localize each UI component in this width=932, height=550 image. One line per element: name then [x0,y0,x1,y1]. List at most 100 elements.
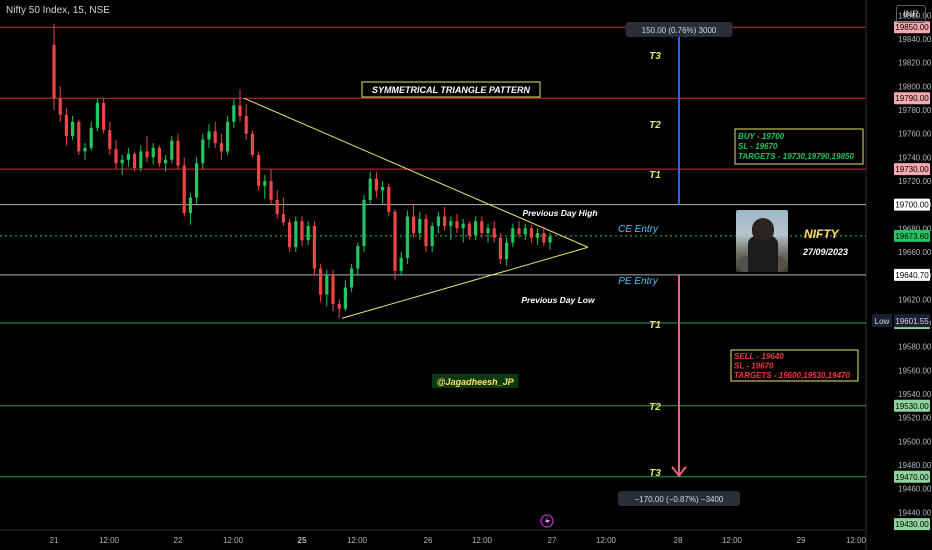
y-tick-label: 19660.00 [898,248,932,257]
candle-body [108,130,112,150]
candle-body [405,216,409,258]
candle-body [331,275,335,305]
low-marker-price-bg [894,314,930,328]
y-tick-label: 19860.00 [898,11,932,20]
candle-body [232,105,236,122]
symbol-name: NIFTY [804,227,840,241]
price-label-bg [894,21,930,34]
trader-photo [736,210,788,272]
candle-body [219,143,223,152]
candle-body [244,115,248,134]
lightning-glyph [545,516,550,526]
price-label: 19470.00 [895,473,929,482]
triangle-lower-line [341,246,589,319]
candle-body [511,228,515,243]
handle-bg [432,374,519,388]
t1-up-label: T1 [649,170,661,181]
candle-body [418,218,422,234]
x-tick-label: 28 [674,536,683,545]
y-tick-label: 19480.00 [898,461,932,470]
y-tick-label: 19820.00 [898,59,932,68]
candle-body [83,147,87,152]
candle-body [343,287,347,309]
y-tick-label: 19440.00 [898,508,932,517]
measure-up-label-bg [625,22,733,37]
candle-body [250,133,254,155]
candle-body [319,268,323,295]
candle-body [126,153,130,160]
currency-button[interactable]: INR [896,5,926,23]
sell-box-line: TARGETS - 19600,19530,19470 [734,371,850,380]
triangle-upper-line [243,97,589,248]
candle-body [145,151,149,158]
measure-down-label-bg [617,491,741,506]
event-lightning-icon [540,514,554,528]
y-tick-label: 19780.00 [898,106,932,115]
y-tick-label: 19540.00 [898,390,932,399]
measure-up-label: 150.00 (0.76%) 3000 [642,26,717,35]
buy-box [734,128,864,165]
previous-day-low-label: Previous Day Low [521,295,596,305]
candle-body [474,221,478,236]
candle-body [170,140,174,160]
candle-body [412,216,416,234]
candle-body [182,165,186,213]
candle-body [151,147,155,158]
candle-body [275,199,279,215]
price-label-bg [894,229,930,242]
candle-body [350,268,354,288]
candle-body [542,233,546,243]
symbol-title[interactable]: Nifty 50 Index, 15, NSE [6,5,110,16]
x-tick-label: 25 [298,536,307,545]
measure-down-label: −170.00 (−0.87%) −3400 [635,495,724,504]
price-label-bg [894,163,930,176]
x-tick-label: 27 [548,536,557,545]
candle-body [337,304,341,309]
x-tick-label: 26 [424,536,433,545]
candle-body [306,225,310,241]
low-marker-tag: Low [875,317,890,326]
candle-body [133,153,137,168]
candle-body [114,149,118,164]
y-tick-label: 19580.00 [898,343,932,352]
price-label: 19730.00 [895,165,929,174]
candle-body [226,121,230,152]
buy-box-line: SL - 19670 [738,142,778,151]
candle-body [164,159,168,164]
candle-body [498,237,502,260]
candle-body [393,211,397,271]
candle-body [467,223,471,236]
y-tick-label: 19500.00 [898,437,932,446]
sell-box [730,349,859,382]
candle-body [443,216,447,226]
candle-body [102,102,106,131]
sell-box-line: SL - 19670 [734,362,774,371]
candle-body [207,131,211,140]
x-tick-label: 12:00 [347,536,368,545]
price-label-bg [894,198,930,211]
y-tick-label: 19840.00 [898,35,932,44]
candle-body [436,216,440,226]
price-label: 19850.00 [895,23,929,32]
candle-body [71,121,75,137]
candle-body [238,105,242,116]
candle-body [325,275,329,295]
x-tick-label: 12:00 [472,536,493,545]
candle-body [548,236,552,243]
price-label: 19673.60 [895,232,929,241]
candle-body [263,181,267,186]
handle-label: @Jagadheesh_JP [437,377,515,387]
y-tick-label: 19740.00 [898,153,932,162]
candle-body [52,44,56,99]
measure-arrowhead-down [671,466,687,478]
sell-box-line: SELL - 19640 [734,352,784,361]
y-tick-label: 19720.00 [898,177,932,186]
pe-entry-label: PE Entry [618,276,658,287]
candle-body [492,228,496,238]
pattern-title-box [361,81,541,98]
candle-body [300,221,304,241]
x-tick-label: 12:00 [846,536,867,545]
y-tick-label: 19760.00 [898,130,932,139]
price-label-bg [894,470,930,483]
